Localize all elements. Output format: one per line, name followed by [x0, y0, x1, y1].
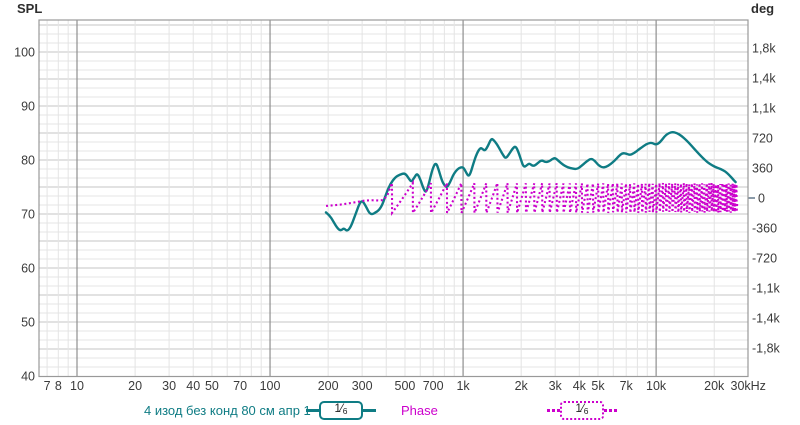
freq-tick-label: 2k — [515, 379, 529, 393]
legend-series2-line-sample — [604, 408, 617, 412]
spl-tick-label: 100 — [14, 46, 35, 60]
legend-series2-label[interactable]: Phase — [401, 403, 438, 418]
legend-series1-line-sample — [306, 408, 319, 412]
fraction-denominator: 6 — [342, 406, 348, 417]
deg-tick-label: -720 — [752, 252, 777, 266]
deg-tick-label: -1,4k — [752, 312, 781, 326]
freq-tick-label: 10k — [646, 379, 667, 393]
freq-tick-label: 300 — [352, 379, 373, 393]
freq-tick-label: 5k — [591, 379, 605, 393]
deg-tick-label: -1,8k — [752, 342, 781, 356]
legend-series1-line-sample — [363, 408, 376, 412]
freq-tick-label: 10 — [70, 379, 84, 393]
fraction-denominator: 6 — [583, 406, 589, 417]
legend-series1-smoothing-badge[interactable]: 1⁄6 — [306, 399, 376, 421]
deg-tick-label: 1,1k — [752, 102, 776, 116]
spl-tick-label: 50 — [21, 316, 35, 330]
freq-tick-label: 200 — [318, 379, 339, 393]
freq-tick-label: 30 — [162, 379, 176, 393]
fraction-slash: ⁄ — [340, 403, 343, 416]
plot-frame — [38, 19, 749, 378]
freq-tick-label: 20k — [704, 379, 725, 393]
freq-tick-label: 40 — [186, 379, 200, 393]
deg-tick-label: 0 — [758, 192, 765, 206]
plot-area[interactable] — [39, 20, 748, 377]
freq-tick-label: 50 — [205, 379, 219, 393]
fraction-numerator: 1 — [575, 403, 582, 416]
deg-tick-label: 360 — [752, 162, 773, 176]
freq-tick-label: 1k — [456, 379, 470, 393]
deg-tick-label: 1,8k — [752, 42, 776, 56]
freq-tick-label: 30kHz — [731, 379, 766, 393]
freq-tick-label: 500 — [395, 379, 416, 393]
legend: 4 изод без конд 80 см апр 1 1⁄6 Phase 1⁄… — [0, 398, 800, 424]
freq-tick-label: 7k — [620, 379, 634, 393]
freq-tick-label: 700 — [423, 379, 444, 393]
deg-tick-label: -360 — [752, 222, 777, 236]
spl-tick-label: 40 — [21, 370, 35, 384]
spl-tick-label: 90 — [21, 100, 35, 114]
spl-tick-label: 80 — [21, 154, 35, 168]
spl-tick-label: 70 — [21, 208, 35, 222]
freq-tick-label: 100 — [260, 379, 281, 393]
legend-series2-line-sample — [547, 408, 560, 412]
legend-series1-label[interactable]: 4 изод без конд 80 см апр 1 — [144, 403, 311, 418]
spl-tick-label: 60 — [21, 262, 35, 276]
legend-series2-smoothing-badge[interactable]: 1⁄6 — [547, 399, 617, 421]
freq-tick-label: 70 — [233, 379, 247, 393]
left-axis-title: SPL — [17, 1, 43, 16]
fraction-numerator: 1 — [334, 403, 341, 416]
freq-tick-label: 7 — [44, 379, 51, 393]
freq-tick-label: 20 — [128, 379, 142, 393]
spl-curve — [324, 131, 737, 232]
freq-tick-label: 3k — [549, 379, 563, 393]
deg-tick-label: -1,1k — [752, 282, 781, 296]
freq-tick-label: 4k — [573, 379, 587, 393]
legend-series2-smoothing-box: 1⁄6 — [560, 400, 604, 420]
phase-curve — [325, 179, 739, 217]
legend-series1-smoothing-box: 1⁄6 — [319, 400, 363, 420]
right-axis-title: deg — [751, 1, 775, 16]
deg-tick-label: 720 — [752, 132, 773, 146]
freq-tick-label: 8 — [55, 379, 62, 393]
deg-tick-label: 1,4k — [752, 72, 776, 86]
fraction-slash: ⁄ — [581, 403, 584, 416]
